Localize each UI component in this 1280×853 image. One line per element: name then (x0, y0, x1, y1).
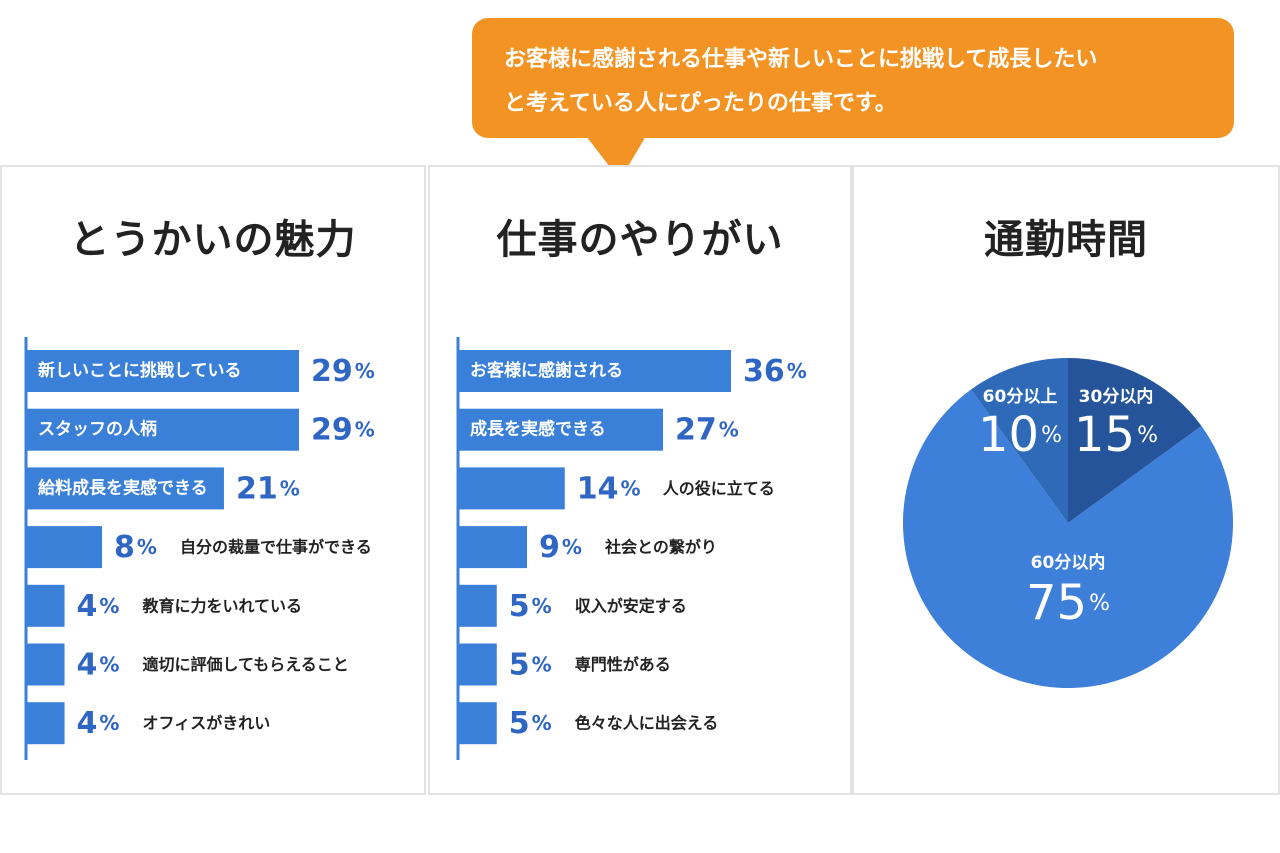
value-number: 5 (509, 706, 530, 741)
category-label: 教育に力をいれている (143, 596, 303, 615)
slice-value: 15% (1074, 407, 1158, 463)
slice-value-number: 15 (1074, 407, 1135, 463)
slice-value-unit: % (1137, 423, 1158, 448)
value-unit: % (719, 418, 739, 442)
data-label: 5% (509, 647, 552, 682)
value-number: 36 (743, 354, 785, 389)
slice-label: 60分以内 (1031, 552, 1106, 573)
value-number: 9 (539, 530, 560, 565)
panel-title-rewarding: 仕事のやりがい (496, 217, 784, 263)
value-unit: % (99, 594, 119, 618)
bar (27, 702, 65, 745)
value-unit: % (787, 359, 807, 383)
bar (27, 584, 65, 627)
value-unit: % (355, 359, 375, 383)
slice-value: 75% (1026, 575, 1110, 631)
value-number: 29 (311, 354, 353, 389)
category-label: 人の役に立てる (663, 479, 775, 498)
category-label: 適切に評価してもらえること (143, 655, 349, 674)
bar (459, 467, 565, 510)
bar (459, 643, 497, 686)
bar (27, 467, 224, 510)
panel-commute: 通勤時間 30分以内 15% 60分以内 75% 60分以上 10% (852, 165, 1280, 795)
category-label: 色々な人に出会える (575, 714, 719, 733)
panel-appeal: とうかいの魅力 29% 新しいことに挑戦している 29% スタッフの人柄 21% 給料成長… (0, 165, 426, 795)
data-label: 21% (236, 471, 300, 506)
value-number: 5 (509, 588, 530, 623)
value-unit: % (532, 594, 552, 618)
data-label: 9% (539, 530, 582, 565)
bar (459, 408, 663, 451)
data-label: 27% (675, 412, 739, 447)
category-label: お客様に感謝される (470, 360, 623, 381)
value-number: 14 (577, 471, 619, 506)
value-number: 4 (77, 706, 98, 741)
data-label: 8% (114, 530, 157, 565)
value-unit: % (355, 418, 375, 442)
category-label: 自分の裁量で仕事ができる (180, 538, 372, 557)
bar (27, 350, 299, 392)
bar (27, 643, 65, 686)
data-label: 14% (577, 471, 641, 506)
data-label: 4% (77, 647, 120, 682)
value-unit: % (532, 653, 552, 677)
slice-value-number: 10 (978, 407, 1039, 463)
pie-slice (902, 389, 1233, 689)
value-unit: % (532, 711, 552, 735)
slice-label: 30分以内 (1079, 386, 1154, 407)
data-label: 4% (77, 588, 120, 623)
data-label: 5% (509, 706, 552, 741)
bar (459, 526, 527, 569)
pie-slice (1068, 358, 1202, 523)
slice-value-unit: % (1089, 591, 1110, 616)
value-unit: % (99, 711, 119, 735)
slice-label: 60分以上 (983, 387, 1058, 407)
value-number: 8 (114, 530, 135, 565)
data-label: 36% (743, 354, 807, 389)
bar-chart-appeal: 29 % 新しいことに挑戦している 29 % スタッフの人柄 21 % 給料成長を実感できる 8%… (24, 337, 375, 760)
bar (459, 702, 497, 745)
category-label: 社会との繋がり (604, 538, 717, 557)
value-unit: % (137, 535, 157, 559)
category-label: スタッフの人柄 (38, 419, 157, 440)
value-unit: % (562, 535, 582, 559)
bar (27, 408, 299, 451)
bar (459, 350, 731, 392)
panel-title-appeal: とうかいの魅力 (69, 217, 357, 263)
category-label: オフィスがきれい (143, 714, 271, 733)
slice-value-unit: % (1041, 423, 1062, 448)
data-label: 5% (509, 588, 552, 623)
value-unit: % (280, 476, 300, 500)
value-number: 5 (509, 647, 530, 682)
category-label: 新しいことに挑戦している (38, 360, 242, 381)
panel-title-commute: 通勤時間 (984, 217, 1148, 263)
data-label: 4% (77, 706, 120, 741)
value-number: 27 (675, 412, 717, 447)
value-number: 21 (236, 471, 278, 506)
value-unit: % (621, 476, 641, 500)
callout-line-2: と考えている人にぴったりの仕事です。 (504, 91, 897, 116)
data-label: 29% (311, 412, 375, 447)
value-number: 4 (77, 588, 98, 623)
panel-rewarding: 仕事のやりがい 36% お客様に感謝される 27% 成長を実感できる 14% 人の役に立て… (428, 165, 852, 795)
category-label: 専門性がある (575, 655, 671, 674)
value-number: 4 (77, 647, 98, 682)
callout-bubble: お客様に感謝される仕事や新しいことに挑戦して成長したい と考えている人にぴったり… (472, 18, 1234, 138)
category-label: 成長を実感できる (470, 419, 606, 440)
data-label: 29% (311, 354, 375, 389)
bar-chart-rewarding: 36 % お客様に感謝される 27 % 成長を実感できる 14% 人の役に立てる 9% 社会との繋… (456, 337, 807, 760)
bar (27, 526, 103, 569)
pie-slice (971, 358, 1068, 523)
value-unit: % (99, 653, 119, 677)
slice-value-number: 75 (1026, 575, 1087, 631)
callout-line-1: お客様に感謝される仕事や新しいことに挑戦して成長したい (504, 47, 1098, 72)
bar (459, 584, 497, 627)
category-label: 給料成長を実感できる (38, 477, 208, 498)
slice-value: 10% (978, 407, 1062, 463)
category-label: 収入が安定する (575, 596, 687, 615)
value-number: 29 (311, 412, 353, 447)
